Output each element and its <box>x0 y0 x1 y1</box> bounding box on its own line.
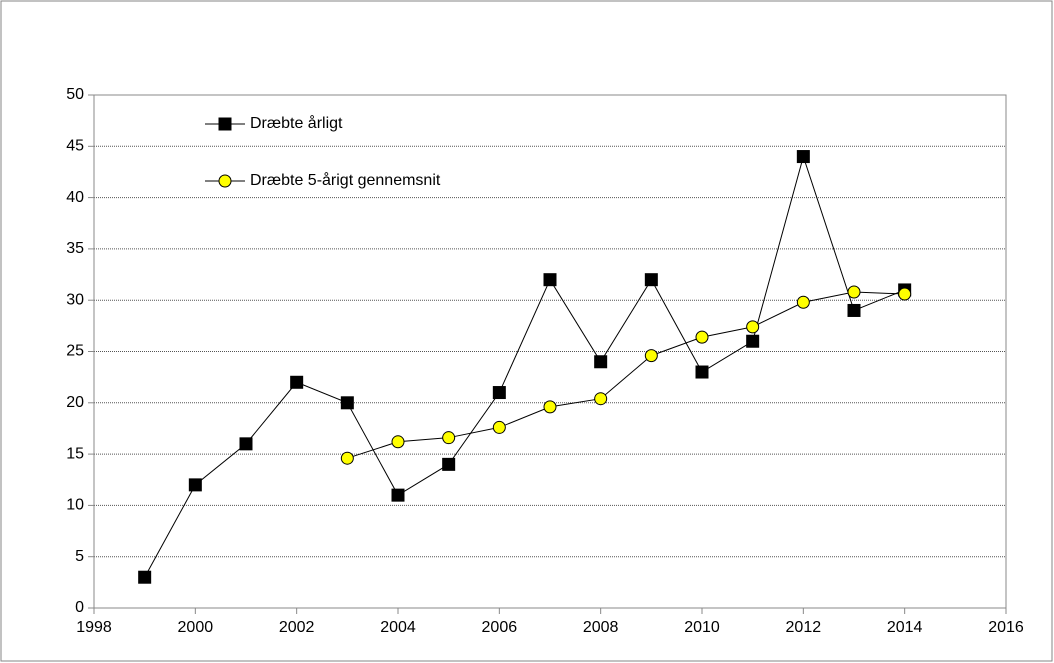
y-tick-label: 5 <box>75 548 84 565</box>
x-tick-label: 1998 <box>76 619 112 636</box>
data-point <box>847 285 861 299</box>
legend-marker <box>218 117 232 131</box>
data-point <box>644 273 658 287</box>
data-point <box>746 334 760 348</box>
data-point <box>492 386 506 400</box>
plot-frame <box>93 94 1007 609</box>
y-tick-label: 15 <box>66 445 84 462</box>
y-tick-label: 30 <box>66 291 84 308</box>
y-tick-label: 35 <box>66 240 84 257</box>
legend-marker <box>218 174 232 188</box>
data-point <box>340 396 354 410</box>
data-point <box>644 349 658 363</box>
data-point <box>290 375 304 389</box>
x-tick-label: 2002 <box>279 619 315 636</box>
data-point <box>188 478 202 492</box>
data-point <box>898 287 912 301</box>
data-point <box>695 330 709 344</box>
data-point <box>442 431 456 445</box>
y-tick-label: 45 <box>66 138 84 155</box>
y-tick-label: 50 <box>66 86 84 103</box>
x-tick-label: 2004 <box>380 619 416 636</box>
data-point <box>340 451 354 465</box>
data-point <box>442 457 456 471</box>
data-point <box>796 150 810 164</box>
x-tick-label: 2006 <box>482 619 518 636</box>
data-point <box>746 320 760 334</box>
data-point <box>594 392 608 406</box>
data-point <box>239 437 253 451</box>
y-tick-label: 40 <box>66 189 84 206</box>
data-point <box>847 303 861 317</box>
data-point <box>796 295 810 309</box>
series-line <box>144 154 905 578</box>
legend-label: Dræbte årligt <box>250 114 343 132</box>
y-tick-label: 10 <box>66 497 84 514</box>
data-point <box>695 365 709 379</box>
data-point <box>543 273 557 287</box>
data-point <box>594 355 608 369</box>
data-point <box>391 435 405 449</box>
y-tick-label: 0 <box>75 599 84 616</box>
y-tick-label: 25 <box>66 343 84 360</box>
x-tick-label: 2010 <box>684 619 720 636</box>
x-tick-label: 2000 <box>178 619 214 636</box>
data-point <box>492 420 506 434</box>
x-tick-label: 2014 <box>887 619 923 636</box>
x-tick-label: 2012 <box>786 619 822 636</box>
legend-label: Dræbte 5-årigt gennemsnit <box>250 171 441 189</box>
series-line <box>347 291 905 459</box>
data-point <box>391 488 405 502</box>
x-tick-label: 2008 <box>583 619 619 636</box>
data-point <box>543 400 557 414</box>
y-tick-label: 20 <box>66 394 84 411</box>
x-tick-label: 2016 <box>988 619 1024 636</box>
data-point <box>138 570 152 584</box>
